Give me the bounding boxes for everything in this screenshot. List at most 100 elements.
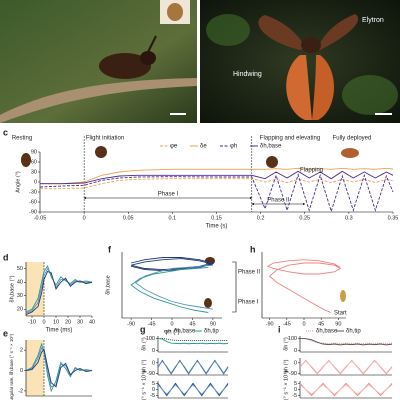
y-tick-label: 0: [294, 387, 297, 393]
legend-label: φh: [230, 144, 237, 150]
y-axis-label: φh (°): [141, 359, 147, 373]
legend-label: δh,base: [260, 144, 282, 150]
photo-label: Hindwing: [233, 71, 262, 78]
y-tick-label: 0: [152, 348, 155, 354]
x-tick-label: 0.2: [257, 215, 265, 221]
y-tick-label: -5: [150, 393, 155, 399]
series-line: [130, 266, 209, 313]
photo-label: Elytron: [362, 17, 384, 24]
y-tick-label: 60: [31, 159, 37, 165]
panel-label: e: [3, 328, 8, 338]
x-tick-label: 0.3: [345, 215, 353, 221]
y-tick-label: 2: [20, 348, 23, 354]
y-tick-label: 0: [294, 360, 297, 366]
x-tick-label: 0: [302, 321, 305, 327]
phase-label: Phase I: [158, 192, 179, 198]
x-tick-label: 0.35: [388, 215, 399, 221]
stage-label: Fully deployed: [333, 136, 372, 142]
annotation: Phase I: [238, 300, 259, 306]
y-tick-label: -2: [18, 388, 23, 394]
x-tick-label: 20: [65, 319, 71, 325]
stage-label: Flapping and elevating: [260, 136, 320, 142]
panel-label: g: [140, 324, 146, 334]
y-tick-label: 40: [17, 280, 23, 286]
x-axis-label: Time (s): [206, 224, 228, 230]
y-axis-label: φh (°): [283, 359, 289, 373]
icon: [204, 298, 212, 308]
x-tick-label: 0: [83, 215, 86, 221]
y-tick-label: -90: [29, 209, 37, 215]
y-axis-label: δh,base: [105, 275, 111, 295]
legend-label: φe: [170, 144, 178, 150]
foliage: [342, 75, 398, 115]
foliage: [206, 14, 250, 46]
y-axis-label: δh (°): [141, 337, 147, 351]
y-tick-label: -60: [29, 199, 37, 205]
x-tick-label: -90: [266, 321, 274, 327]
y-tick-label: 90: [31, 149, 37, 155]
panel-label: c: [3, 127, 8, 137]
y-axis-label: φ̇h (° s⁻¹ × 10⁴): [140, 370, 147, 400]
x-tick-label: 40: [89, 319, 95, 325]
x-tick-label: 0.25: [299, 215, 310, 221]
y-tick-label: -90: [289, 371, 297, 377]
x-tick-label: -45: [148, 321, 156, 327]
phase-label: Phase II: [267, 198, 289, 204]
inset-beetle: [167, 3, 183, 21]
series-line: [157, 360, 229, 374]
y-axis-label: Angle (°): [15, 171, 21, 193]
icon: [266, 156, 278, 168]
series-line: [39, 173, 394, 213]
y-tick-label: 50: [17, 266, 23, 272]
elytron-right: [318, 14, 359, 50]
panel-label: i: [278, 324, 281, 334]
y-tick-label: 0: [152, 360, 155, 366]
series-line: [300, 338, 393, 344]
y-axis-label: δh,base (°): [9, 275, 15, 302]
series-line: [40, 178, 394, 190]
series-line: [134, 264, 213, 310]
horn: [147, 35, 157, 53]
legend-label: δe: [200, 144, 207, 150]
x-tick-label: -10: [28, 319, 36, 325]
y-tick-label: 0: [294, 348, 297, 354]
elytron-left: [258, 15, 305, 50]
panel-label: d: [3, 252, 9, 262]
y-tick-label: -5: [292, 393, 297, 399]
y-tick-label: 30: [17, 293, 23, 299]
annotation: Flapping: [300, 168, 323, 174]
panel-label: h: [250, 244, 256, 254]
x-tick-label: 90: [335, 321, 341, 327]
beetle-head: [301, 37, 321, 53]
x-tick-label: 0: [42, 319, 45, 325]
series-line: [157, 338, 229, 345]
x-axis-label: Time (ms): [46, 328, 73, 334]
series-line: [299, 384, 393, 395]
x-tick-label: 10: [53, 319, 59, 325]
x-tick-label: 45: [189, 321, 195, 327]
stage-label: Resting: [12, 136, 32, 142]
y-tick-label: 5: [152, 381, 155, 387]
y-tick-label: 100: [146, 336, 155, 342]
icon: [95, 146, 107, 158]
y-tick-label: -90: [147, 371, 155, 377]
beetle-head: [140, 51, 156, 65]
legend-label: δh,tip: [346, 329, 361, 335]
series-line: [25, 348, 93, 388]
y-axis-label: Angular rate, δ̇h,base (° s⁻¹ × 10⁴): [9, 333, 14, 400]
y-tick-label: 100: [288, 336, 297, 342]
x-axis-label: φh (°): [164, 330, 179, 336]
x-tick-label: 0.1: [169, 215, 177, 221]
stage-label: Flight initiation: [86, 136, 124, 142]
icon: [341, 148, 359, 158]
annotation: Start: [334, 311, 347, 317]
y-tick-label: -30: [29, 189, 37, 195]
annotation: Phase II: [238, 270, 260, 276]
x-tick-label: -45: [283, 321, 291, 327]
x-tick-label: 90: [210, 321, 216, 327]
series-line: [40, 170, 394, 185]
x-tick-label: 30: [77, 319, 83, 325]
x-tick-label: 0.05: [123, 215, 134, 221]
panel-label: f: [108, 244, 112, 254]
